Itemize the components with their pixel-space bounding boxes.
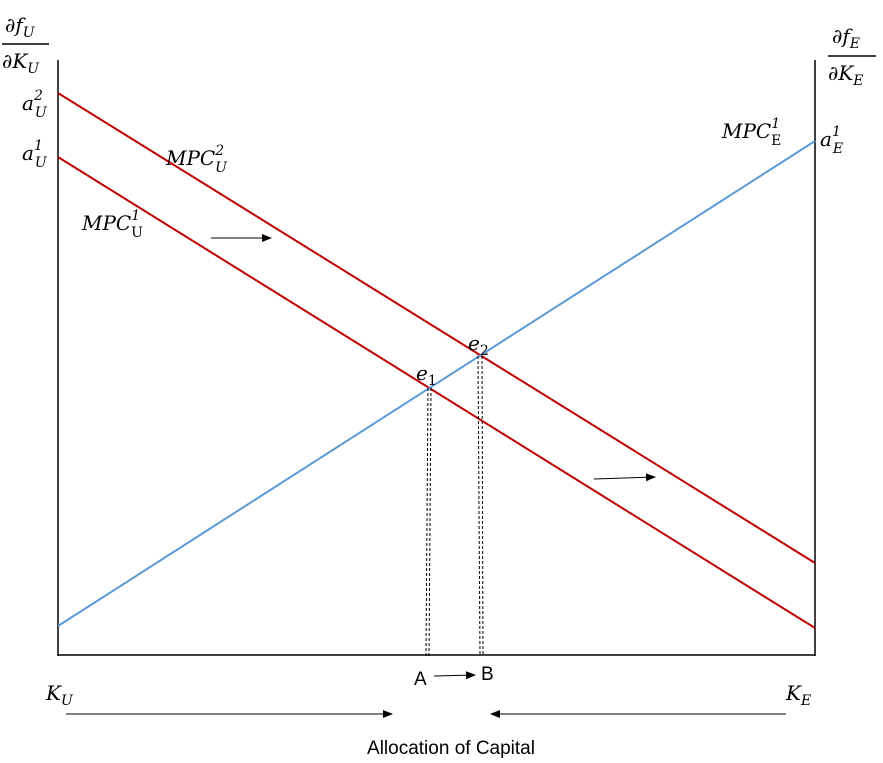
intercept-ae1: a1 E bbox=[820, 124, 843, 157]
mpc-u1-line bbox=[57, 156, 816, 629]
guide-e1 bbox=[425, 387, 429, 657]
label-ke: KE bbox=[785, 681, 811, 709]
label-mpc-u1: MPC1 U bbox=[81, 208, 143, 241]
mpc-e1-line bbox=[57, 140, 816, 627]
label-e1: e1 bbox=[416, 361, 437, 389]
label-mpc-e1: MPC1 E bbox=[721, 116, 781, 149]
label-e2: e2 bbox=[468, 331, 489, 359]
svg-text:∂KE: ∂KE bbox=[828, 61, 864, 89]
guide-e1-2 bbox=[428, 387, 432, 657]
svg-text:∂fU: ∂fU bbox=[5, 13, 36, 41]
left-axis-label: ∂fU ∂KU bbox=[2, 13, 49, 77]
svg-text:∂KU: ∂KU bbox=[2, 49, 40, 77]
guide-e2 bbox=[477, 355, 481, 657]
point-b-label: B bbox=[481, 664, 494, 685]
mpc-u2-line bbox=[57, 92, 816, 564]
label-ku: KU bbox=[45, 681, 74, 709]
label-mpc-u2: MPC2 U bbox=[165, 143, 228, 176]
intercept-au1: a1 U bbox=[22, 138, 48, 171]
shift-arrow-lower bbox=[593, 473, 656, 482]
x-axis-title: Allocation of Capital bbox=[367, 738, 535, 759]
guide-e2-2 bbox=[481, 355, 484, 657]
svg-text:∂fE: ∂fE bbox=[832, 24, 860, 52]
right-axis-label: ∂fE ∂KE bbox=[828, 24, 876, 89]
intercept-au2: a2 U bbox=[22, 88, 48, 121]
point-a-label: A bbox=[414, 669, 427, 690]
shift-arrow-ab bbox=[433, 671, 476, 680]
